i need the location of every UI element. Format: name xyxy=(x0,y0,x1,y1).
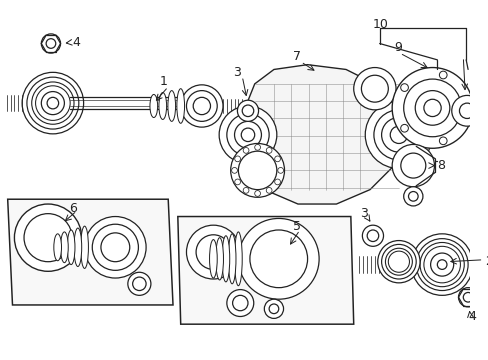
Ellipse shape xyxy=(54,234,61,261)
Circle shape xyxy=(127,272,151,295)
Circle shape xyxy=(381,117,415,152)
Circle shape xyxy=(186,225,240,279)
Ellipse shape xyxy=(61,232,68,263)
Circle shape xyxy=(458,288,477,307)
Circle shape xyxy=(441,94,472,124)
Ellipse shape xyxy=(150,94,157,117)
Ellipse shape xyxy=(74,228,81,266)
Circle shape xyxy=(377,240,419,283)
Circle shape xyxy=(36,86,70,120)
Ellipse shape xyxy=(228,234,236,284)
Circle shape xyxy=(439,71,446,79)
Circle shape xyxy=(237,100,258,121)
Circle shape xyxy=(385,248,411,275)
Circle shape xyxy=(400,125,407,132)
Circle shape xyxy=(365,101,432,168)
Text: 4: 4 xyxy=(467,310,475,323)
Polygon shape xyxy=(178,216,353,324)
Circle shape xyxy=(219,106,276,164)
Ellipse shape xyxy=(67,230,75,265)
Circle shape xyxy=(403,187,422,206)
Circle shape xyxy=(14,204,81,271)
Text: 5: 5 xyxy=(293,220,301,233)
Circle shape xyxy=(373,110,423,160)
Text: 8: 8 xyxy=(436,159,445,172)
Circle shape xyxy=(230,144,284,197)
Ellipse shape xyxy=(159,93,166,120)
Circle shape xyxy=(41,34,61,53)
Circle shape xyxy=(391,68,472,148)
Circle shape xyxy=(415,239,467,291)
Circle shape xyxy=(420,94,453,127)
Circle shape xyxy=(46,39,56,48)
Text: 1: 1 xyxy=(159,76,167,89)
Circle shape xyxy=(423,246,460,283)
Text: 2: 2 xyxy=(485,255,488,268)
Circle shape xyxy=(387,251,408,272)
Circle shape xyxy=(391,144,433,187)
Circle shape xyxy=(353,68,395,110)
Circle shape xyxy=(186,91,217,121)
Ellipse shape xyxy=(177,89,184,123)
Text: 4: 4 xyxy=(72,36,80,49)
Circle shape xyxy=(419,243,463,287)
Circle shape xyxy=(32,82,74,124)
Circle shape xyxy=(226,114,268,156)
Circle shape xyxy=(451,95,482,126)
Polygon shape xyxy=(8,199,173,305)
Circle shape xyxy=(27,77,79,129)
Circle shape xyxy=(238,219,319,299)
Ellipse shape xyxy=(234,232,242,286)
Circle shape xyxy=(462,292,472,302)
Circle shape xyxy=(410,234,472,295)
Text: 6: 6 xyxy=(69,202,77,215)
Polygon shape xyxy=(240,65,403,204)
Circle shape xyxy=(439,137,446,145)
Circle shape xyxy=(381,244,415,279)
Ellipse shape xyxy=(209,240,217,278)
Ellipse shape xyxy=(215,238,223,280)
Text: 10: 10 xyxy=(372,18,388,31)
Text: 3: 3 xyxy=(360,207,367,220)
Circle shape xyxy=(264,299,283,318)
Ellipse shape xyxy=(222,236,229,282)
Ellipse shape xyxy=(81,226,88,269)
Circle shape xyxy=(394,94,431,131)
Circle shape xyxy=(22,72,83,134)
Circle shape xyxy=(400,84,407,91)
Circle shape xyxy=(462,104,470,112)
Circle shape xyxy=(234,121,261,148)
Circle shape xyxy=(181,85,223,127)
Ellipse shape xyxy=(167,91,175,121)
Circle shape xyxy=(193,97,210,114)
Text: 3: 3 xyxy=(233,66,241,79)
Circle shape xyxy=(362,225,383,246)
Text: 7: 7 xyxy=(293,50,301,63)
Circle shape xyxy=(84,216,146,278)
Text: 9: 9 xyxy=(393,41,401,54)
Circle shape xyxy=(226,289,253,316)
